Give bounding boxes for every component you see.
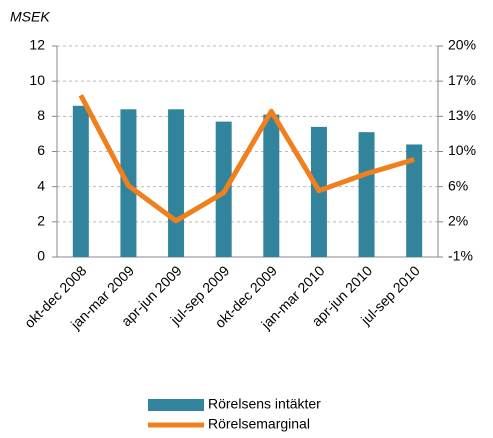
bar (406, 144, 423, 257)
y-tick-label: 12 (29, 37, 45, 53)
legend-swatch (148, 399, 204, 411)
y-tick-label: 6 (37, 142, 45, 158)
y2-tick-label: 13% (448, 107, 476, 123)
legend-label: Rörelsemarginal (208, 416, 310, 432)
line (78, 94, 415, 224)
y-tick-label: 2 (37, 213, 45, 229)
bar (72, 105, 89, 258)
y-tick-label: 8 (37, 107, 45, 123)
y2-tick-label: 2% (448, 213, 468, 229)
bar (358, 132, 375, 257)
bar (168, 109, 185, 257)
y2-tick-label: -1% (448, 248, 473, 264)
legend-label: Rörelsens intäkter (208, 396, 321, 412)
y2-tick-label: 17% (448, 72, 476, 88)
y2-tick-label: 6% (448, 177, 468, 193)
y2-tick-label: 20% (448, 37, 476, 53)
y-tick-label: 0 (37, 248, 45, 264)
y-axis-label: MSEK (10, 9, 50, 25)
y2-tick-label: 10% (448, 142, 476, 158)
y-tick-label: 4 (37, 177, 45, 193)
y-tick-label: 10 (29, 72, 45, 88)
bar (263, 114, 280, 257)
